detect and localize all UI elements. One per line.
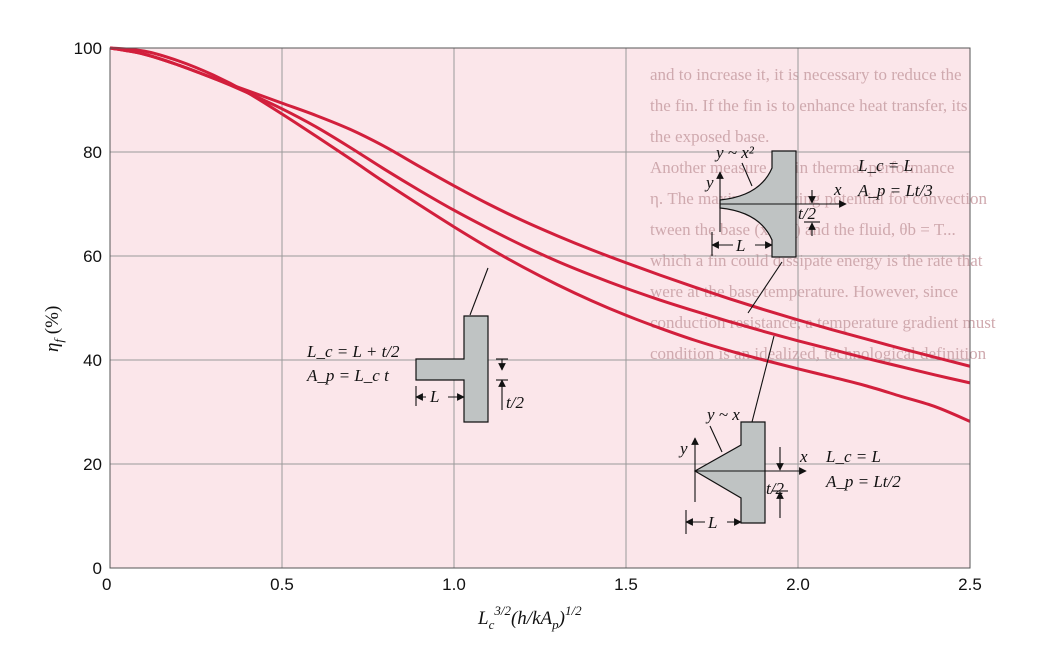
bleed-text-line: which a fin could dissipate energy is th…	[650, 251, 983, 270]
y-tick-labels: 0 20 40 60 80 100	[74, 39, 102, 578]
y-tick-label: 80	[83, 143, 102, 162]
triangular-profile-label: y ~ x	[705, 405, 740, 424]
series-line-2	[109, 46, 971, 385]
bleed-text-line: tween the base (x = 0) and the fluid, θb…	[650, 220, 956, 239]
rect-fin-lc-equation: L_c = L + t/2	[306, 342, 400, 361]
bleed-text-line: conduction resistance, a temperature gra…	[650, 313, 996, 332]
rect-fin-length-label: L	[429, 387, 439, 406]
triangular-ap-equation: A_p = Lt/2	[825, 472, 901, 491]
triangular-thickness-label: t/2	[766, 479, 784, 498]
y-tick-label: 60	[83, 247, 102, 266]
x-axis-label: Lc3/2(h/kAp)1/2	[477, 603, 582, 632]
triangular-y-axis-label: y	[678, 439, 688, 458]
triangular-length-label: L	[707, 513, 717, 532]
bleed-text-line: the exposed base.	[650, 127, 769, 146]
parabolic-thickness-label: t/2	[798, 204, 816, 223]
parabolic-ap-equation: A_p = Lt/3	[857, 181, 933, 200]
x-tick-label: 1.5	[614, 575, 638, 594]
parabolic-fin-diagram: y ~ x² y x L t/2 L_c = L A_p = Lt/3	[704, 143, 933, 314]
parabolic-profile-label: y ~ x²	[714, 143, 755, 162]
bleed-text-line: Another measure of fin thermal performan…	[650, 158, 954, 177]
plot-frame	[109, 47, 971, 569]
x-tick-label: 0.5	[270, 575, 294, 594]
y-tick-label: 40	[83, 351, 102, 370]
y-axis-label: ηf (%)	[42, 306, 66, 352]
series-line-3	[109, 46, 971, 368]
rect-fin-ap-equation: A_p = L_c t	[306, 366, 390, 385]
bleed-text-line: η. The maximum driving potential for con…	[650, 189, 988, 208]
x-tick-label: 2.0	[786, 575, 810, 594]
parabolic-x-axis-label: x	[833, 180, 842, 199]
y-tick-label: 0	[93, 559, 102, 578]
bleed-text-line: were at the base temperature. However, s…	[650, 282, 958, 301]
bleed-text-line: the fin. If the fin is to enhance heat t…	[650, 96, 967, 115]
x-tick-label: 2.5	[958, 575, 982, 594]
y-tick-label: 20	[83, 455, 102, 474]
parabolic-y-axis-label: y	[704, 173, 714, 192]
triangular-x-axis-label: x	[799, 447, 808, 466]
y-tick-label: 100	[74, 39, 102, 58]
rectangular-fin-diagram: L_c = L + t/2 A_p = L_c t L t/2	[306, 267, 524, 423]
x-tick-label: 0	[102, 575, 111, 594]
rect-fin-thickness-label: t/2	[506, 393, 524, 412]
parabolic-lc-equation: L_c = L	[857, 156, 913, 175]
series-lines	[109, 46, 971, 423]
x-tick-label: 1.0	[442, 575, 466, 594]
x-tick-labels: 0 0.5 1.0 1.5 2.0 2.5	[102, 575, 982, 594]
bleed-text-line: and to increase it, it is necessary to r…	[650, 65, 962, 84]
plot-area	[110, 48, 970, 568]
triangular-lc-equation: L_c = L	[825, 447, 881, 466]
parabolic-length-label: L	[735, 236, 745, 255]
triangular-fin-diagram: y ~ x y x L t/2 L_c = L A_p = Lt/2	[678, 335, 901, 534]
